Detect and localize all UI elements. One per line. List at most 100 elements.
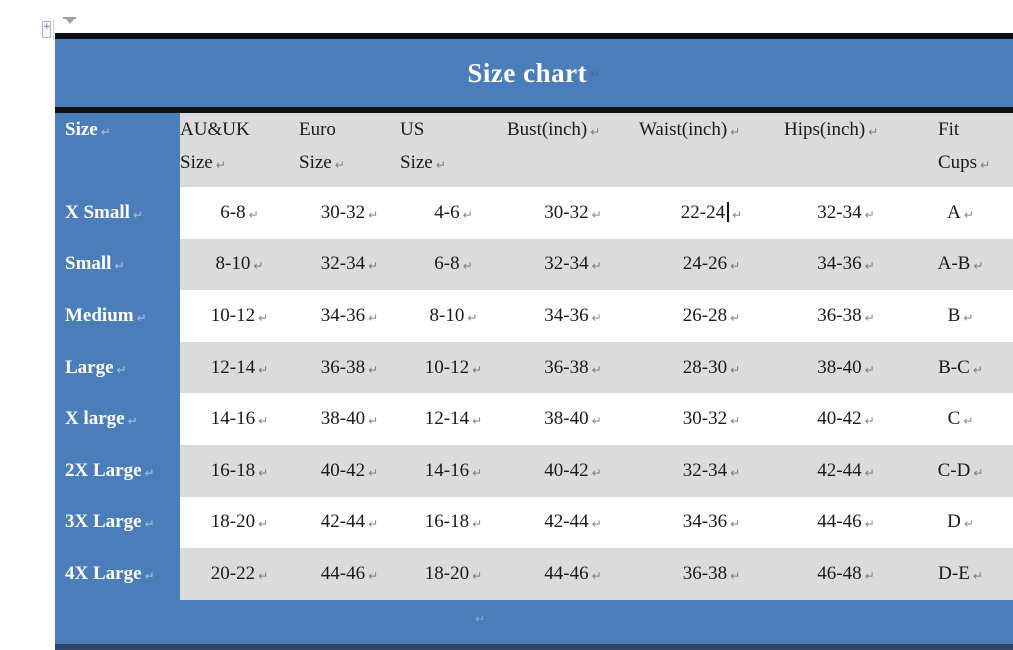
end-of-cell-mark: ↵ — [248, 207, 259, 222]
column-header-size[interactable]: Size ↵ — [55, 113, 180, 187]
end-of-cell-mark: ↵ — [591, 414, 602, 429]
cell-au-uk-size[interactable]: 10-12 ↵ — [180, 290, 299, 342]
end-of-cell-mark: ↵ — [868, 125, 879, 139]
cell-hips-inch[interactable]: 40-42 ↵ — [784, 393, 908, 445]
cell-value: 8-10 — [215, 253, 251, 275]
size-chart-table: Size ↵ AU&UK Size ↵ Euro Size ↵ US Size ↵ Bust(inch… — [55, 113, 1013, 600]
cell-au-uk-size[interactable]: 6-8 ↵ — [180, 187, 299, 239]
cell-au-uk-size[interactable]: 14-16 ↵ — [180, 393, 299, 445]
table-move-handle-icon[interactable] — [42, 21, 51, 38]
cell-us-size[interactable]: 18-20 ↵ — [400, 548, 507, 600]
end-of-cell-mark: ↵ — [591, 259, 602, 274]
row-label-cell[interactable]: Large ↵ — [55, 342, 180, 394]
column-header-bust-inch[interactable]: Bust(inch) ↵ — [507, 113, 639, 187]
cell-bust-inch[interactable]: 36-38 ↵ — [507, 341, 639, 394]
cell-fit-cups[interactable]: B ↵ — [908, 290, 1013, 342]
column-header-fit-cups[interactable]: Fit Cups ↵ — [908, 113, 1013, 187]
cell-bust-inch[interactable]: 42-44 ↵ — [507, 496, 639, 549]
cell-bust-inch[interactable]: 30-32 ↵ — [507, 187, 639, 239]
cell-fit-cups[interactable]: D-E ↵ — [908, 548, 1013, 600]
cell-au-uk-size[interactable]: 8-10 ↵ — [180, 238, 299, 291]
cell-hips-inch[interactable]: 36-38 ↵ — [784, 290, 908, 342]
cell-bust-inch[interactable]: 34-36 ↵ — [507, 290, 639, 342]
cell-fit-cups[interactable]: C-D ↵ — [908, 444, 1013, 497]
end-of-cell-mark: ↵ — [730, 568, 741, 583]
cell-euro-size[interactable]: 42-44 ↵ — [299, 496, 400, 549]
cell-euro-size[interactable]: 38-40 ↵ — [299, 393, 400, 445]
cell-us-size[interactable]: 6-8 ↵ — [400, 238, 507, 291]
column-header-waist-inch[interactable]: Waist(inch) ↵ — [639, 113, 784, 187]
column-header-euro-size[interactable]: Euro Size ↵ — [299, 113, 400, 187]
cell-fit-cups[interactable]: C ↵ — [908, 393, 1013, 445]
end-of-cell-mark: ↵ — [462, 259, 473, 274]
cell-euro-size[interactable]: 30-32 ↵ — [299, 187, 400, 239]
column-header-au-uk-size[interactable]: AU&UK Size ↵ — [180, 113, 299, 187]
cell-value: 6-8 — [434, 253, 460, 275]
row-label-cell[interactable]: 4X Large ↵ — [55, 548, 180, 600]
cell-waist-inch[interactable]: 34-36 ↵ — [639, 496, 784, 549]
end-of-cell-mark: ↵ — [258, 362, 269, 377]
cell-us-size[interactable]: 16-18 ↵ — [400, 496, 507, 549]
cell-waist-inch[interactable]: 36-38 ↵ — [639, 548, 784, 600]
cell-us-size[interactable]: 14-16 ↵ — [400, 444, 507, 497]
cell-fit-cups[interactable]: B-C ↵ — [908, 341, 1013, 394]
cell-waist-inch[interactable]: 32-34 ↵ — [639, 444, 784, 497]
cell-au-uk-size[interactable]: 16-18 ↵ — [180, 444, 299, 497]
row-label-cell[interactable]: X Small ↵ — [55, 187, 180, 239]
cell-hips-inch[interactable]: 46-48 ↵ — [784, 548, 908, 600]
cell-waist-inch[interactable]: 28-30 ↵ — [639, 341, 784, 394]
cell-waist-inch[interactable]: 26-28 ↵ — [639, 290, 784, 342]
cell-waist-inch[interactable]: 30-32 ↵ — [639, 393, 784, 445]
end-of-cell-mark: ↵ — [368, 568, 379, 583]
end-of-cell-mark: ↵ — [258, 310, 269, 325]
cell-hips-inch[interactable]: 42-44 ↵ — [784, 444, 908, 497]
cell-us-size[interactable]: 8-10 ↵ — [400, 290, 507, 342]
cell-euro-size[interactable]: 34-36 ↵ — [299, 290, 400, 342]
end-of-cell-mark: ↵ — [864, 568, 875, 583]
row-label-cell[interactable]: 3X Large ↵ — [55, 497, 180, 549]
cell-fit-cups[interactable]: A-B ↵ — [908, 238, 1013, 291]
cell-au-uk-size[interactable]: 18-20 ↵ — [180, 496, 299, 549]
cell-au-uk-size[interactable]: 20-22 ↵ — [180, 548, 299, 600]
end-of-cell-mark: ↵ — [258, 568, 269, 583]
cell-hips-inch[interactable]: 34-36 ↵ — [784, 238, 908, 291]
cell-value: 40-42 — [320, 459, 366, 481]
end-of-cell-mark: ↵ — [215, 158, 226, 172]
row-label-cell[interactable]: X large ↵ — [55, 393, 180, 445]
cell-fit-cups[interactable]: A ↵ — [908, 187, 1013, 239]
cell-euro-size[interactable]: 44-46 ↵ — [299, 548, 400, 600]
row-label: Medium — [65, 304, 134, 326]
table-title-band[interactable]: Size chart ↵ — [55, 39, 1013, 107]
cell-euro-size[interactable]: 40-42 ↵ — [299, 444, 400, 497]
cell-euro-size[interactable]: 32-34 ↵ — [299, 238, 400, 291]
cell-au-uk-size[interactable]: 12-14 ↵ — [180, 341, 299, 394]
row-label-cell[interactable]: Medium ↵ — [55, 290, 180, 342]
end-of-cell-mark: ↵ — [730, 414, 741, 429]
row-label: 3X Large — [65, 511, 142, 533]
cell-hips-inch[interactable]: 38-40 ↵ — [784, 341, 908, 394]
cell-bust-inch[interactable]: 32-34 ↵ — [507, 238, 639, 291]
cell-euro-size[interactable]: 36-38 ↵ — [299, 341, 400, 394]
end-of-cell-mark: ↵ — [963, 310, 974, 325]
cell-bust-inch[interactable]: 40-42 ↵ — [507, 444, 639, 497]
column-header-us-size[interactable]: US Size ↵ — [400, 113, 507, 187]
cell-value: 20-22 — [210, 562, 256, 584]
cell-value: A — [947, 201, 961, 223]
ruler-indent-marker-icon[interactable] — [63, 17, 76, 24]
cell-waist-inch[interactable]: 24-26 ↵ — [639, 238, 784, 291]
cell-fit-cups[interactable]: D ↵ — [908, 496, 1013, 549]
cell-us-size[interactable]: 4-6 ↵ — [400, 187, 507, 239]
cell-hips-inch[interactable]: 44-46 ↵ — [784, 496, 908, 549]
end-of-cell-mark: ↵ — [368, 362, 379, 377]
cell-waist-inch[interactable]: 22-24 ↵ — [639, 187, 784, 239]
cell-us-size[interactable]: 10-12 ↵ — [400, 341, 507, 394]
row-label-cell[interactable]: Small ↵ — [55, 239, 180, 291]
cell-us-size[interactable]: 12-14 ↵ — [400, 393, 507, 445]
cell-hips-inch[interactable]: 32-34 ↵ — [784, 187, 908, 239]
cell-bust-inch[interactable]: 38-40 ↵ — [507, 393, 639, 445]
cell-bust-inch[interactable]: 44-46 ↵ — [507, 548, 639, 600]
end-of-cell-mark: ↵ — [258, 414, 269, 429]
column-header-hips-inch[interactable]: Hips(inch) ↵ — [784, 113, 908, 187]
cell-value: 8-10 — [429, 304, 465, 326]
row-label-cell[interactable]: 2X Large ↵ — [55, 445, 180, 497]
